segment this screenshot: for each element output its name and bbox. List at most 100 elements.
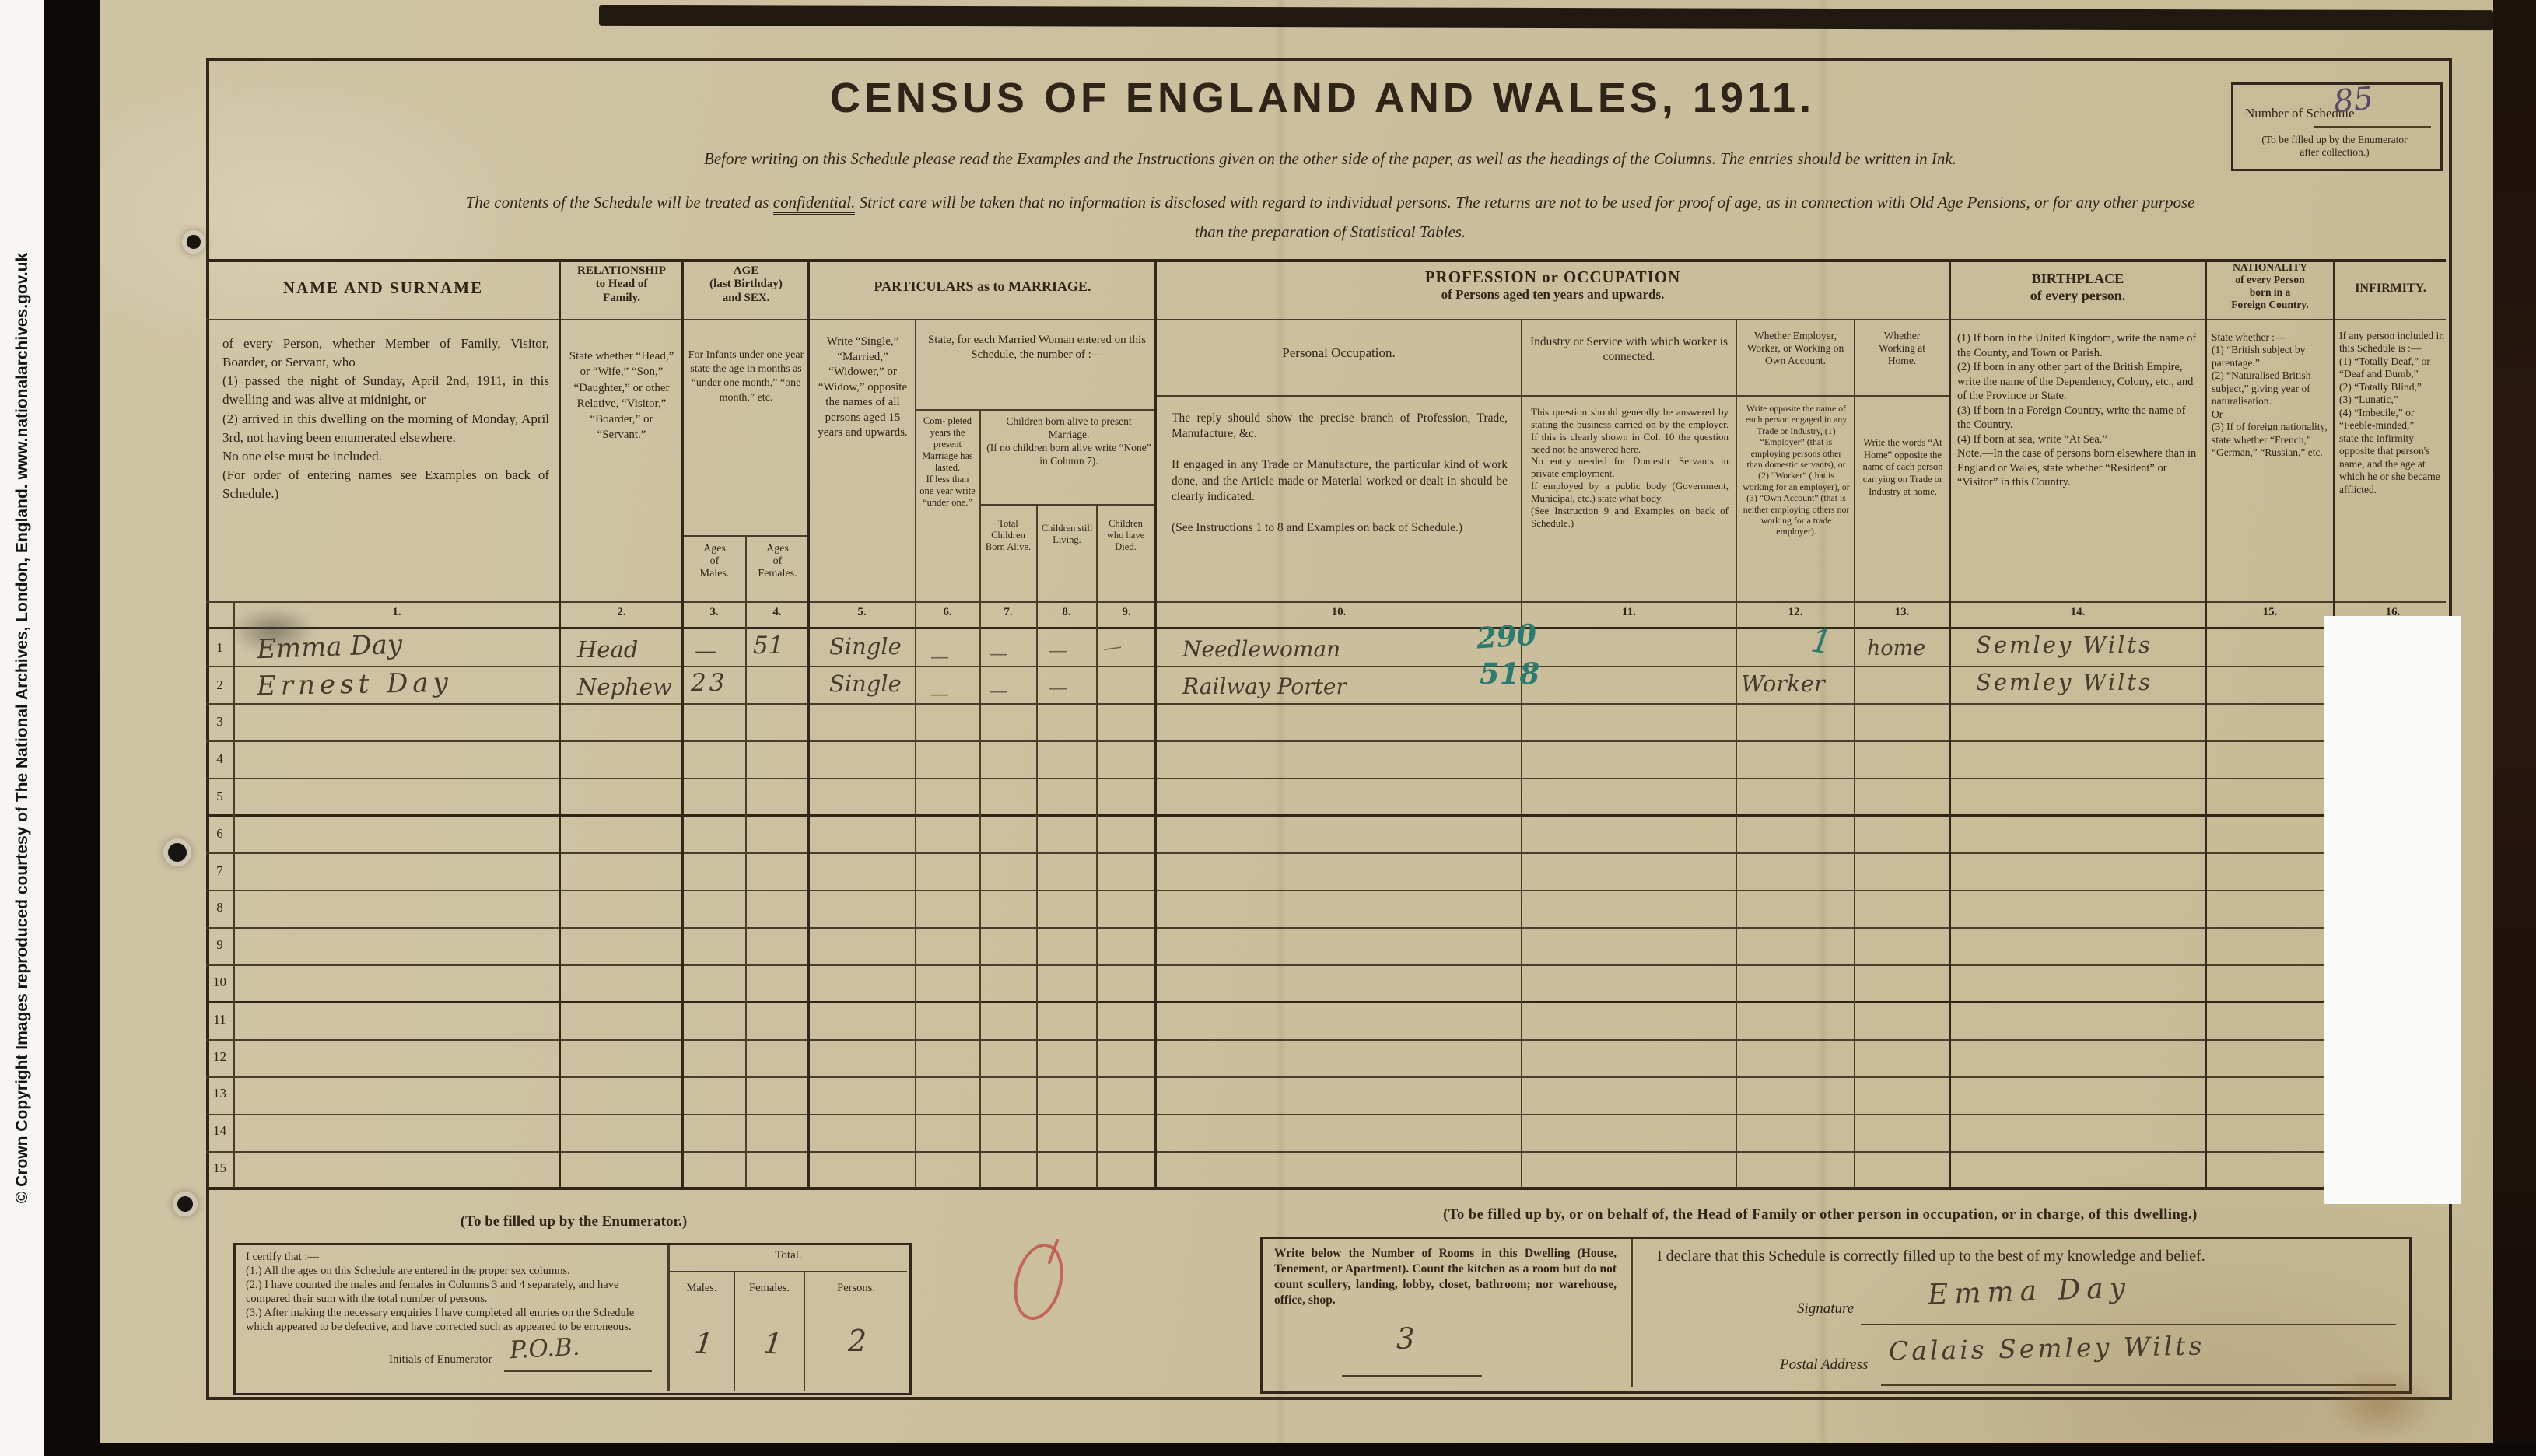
column-number: 2. [617,606,626,618]
married-woman-note: State, for each Married Woman entered on… [927,334,1147,361]
row-number: 11 [213,1011,226,1027]
name-description: of every Person, whether Member of Famil… [222,336,549,501]
row-number: 3 [216,714,223,730]
row-line [206,740,2446,742]
paper-stain [2326,1369,2435,1439]
scan-margin-bottom [44,1443,2536,1456]
row-line [206,814,2446,817]
row-line [206,890,2446,891]
paper-background [100,0,2493,1443]
instruction-line-2: The contents of the Schedule will be tre… [233,193,2427,215]
column-header-relationship: RELATIONSHIP to Head of Family. [577,264,666,304]
declaration-text: I declare that this Schedule is correctl… [1657,1248,2205,1265]
entry-dash: — [930,646,949,667]
row-line [206,1151,2446,1153]
col11-description: This question should generally be answer… [1531,406,1729,529]
row-line [206,666,2446,667]
table-line [1854,319,1855,1188]
row-number: 13 [213,1086,226,1101]
row-line [206,1001,2446,1003]
column-number: 11. [1622,606,1636,618]
table-line [915,319,916,1188]
entry-employer-mark: Worker [1741,670,1825,697]
table-line [206,259,2446,262]
certify-text: I certify that :— (1.) All the ages on t… [246,1251,635,1333]
row-number: 8 [216,900,223,915]
entry-dash: — [990,680,1008,702]
enumerator-box [233,1243,912,1395]
postal-value: Calais Semley Wilts [1888,1330,2205,1367]
punch-hole [168,843,187,862]
col10-title: Personal Occupation. [1282,345,1396,360]
column-number: 15. [2262,606,2278,618]
postal-label: Postal Address [1780,1356,1869,1373]
postal-line [1881,1384,2396,1386]
column-number: 14. [2070,606,2086,618]
row-line [206,703,2446,705]
table-line [681,259,684,1188]
entry-age-female: 51 [753,632,784,660]
householder-box [1260,1237,2412,1394]
entry-marriage: Single [829,670,902,697]
profession-group-line1: PROFESSION or OCCUPATION [1424,268,1681,286]
paper-crease [1822,0,1824,1443]
row-number: 2 [216,677,223,692]
column-number: 3. [709,606,719,618]
col10-description: The reply should show the precise branch… [1172,411,1508,534]
table-line [807,259,810,1188]
table-line [206,627,2446,629]
row-number: 9 [216,937,223,953]
age-females-label: Ages of Females. [758,543,797,580]
column-number: 10. [1331,606,1347,618]
table-line [979,409,981,1188]
initials-line [504,1370,652,1372]
col9-description: Children who have Died. [1106,518,1145,552]
column-number: 12. [1788,606,1803,618]
table-line [2205,259,2207,1188]
row-number: 14 [213,1123,226,1139]
rooms-value: 3 [1396,1322,1415,1356]
entry-code-green: 290 [1475,617,1538,656]
confidential-post: Strict care will be taken that no inform… [855,193,2195,212]
column-number: 5. [857,606,867,618]
column-number: 7. [1004,606,1013,618]
initials-label: Initials of Enumerator [389,1353,492,1366]
column-number: 6. [943,606,952,618]
entry-occupation: Railway Porter [1182,674,1347,699]
entry-dash: — [1049,677,1067,698]
nationality-description: State whether :— (1) “British subject by… [2212,331,2328,459]
entry-age-male: 23 [691,669,728,697]
entry-dash: — [990,642,1008,664]
col13-description: Write the words “At Home” opposite the n… [1862,437,1943,497]
column-number: 8. [1062,606,1071,618]
table-line [559,259,561,1188]
entry-dash: — [1102,635,1123,660]
instruction-line-3: than the preparation of Statistical Tabl… [1194,222,1466,241]
totals-label: Total. [775,1249,802,1262]
signature-line [1861,1324,2396,1325]
enumerator-heading: (To be filled up by the Enumerator.) [460,1213,688,1230]
table-line [206,319,2446,320]
age-males-label: Ages of Males. [699,543,730,580]
entry-dash: — [1049,639,1067,661]
row-number: 1 [216,639,223,655]
householder-heading: (To be filled up by, or on behalf of, th… [1443,1207,2198,1223]
column-number: 16. [2385,606,2401,618]
entry-marriage: Single [829,633,902,660]
copyright-strip: © Crown Copyright Images reproduced cour… [0,0,44,1456]
column-header-name: NAME AND SURNAME [282,278,484,297]
schedule-number-box [2231,82,2443,171]
row-line [206,964,2446,966]
column-number: 1. [392,606,401,618]
males-value: 1 [692,1325,715,1362]
entry-relationship: Head [577,636,639,663]
totals-line [670,1271,907,1272]
rooms-line [1342,1375,1482,1377]
table-line [1096,504,1098,1188]
entry-at-home: home [1867,636,1926,660]
table-line [1036,504,1038,1188]
females-value: 1 [762,1325,784,1362]
column-number: 4. [772,606,782,618]
scan-margin-right [2493,0,2536,1456]
